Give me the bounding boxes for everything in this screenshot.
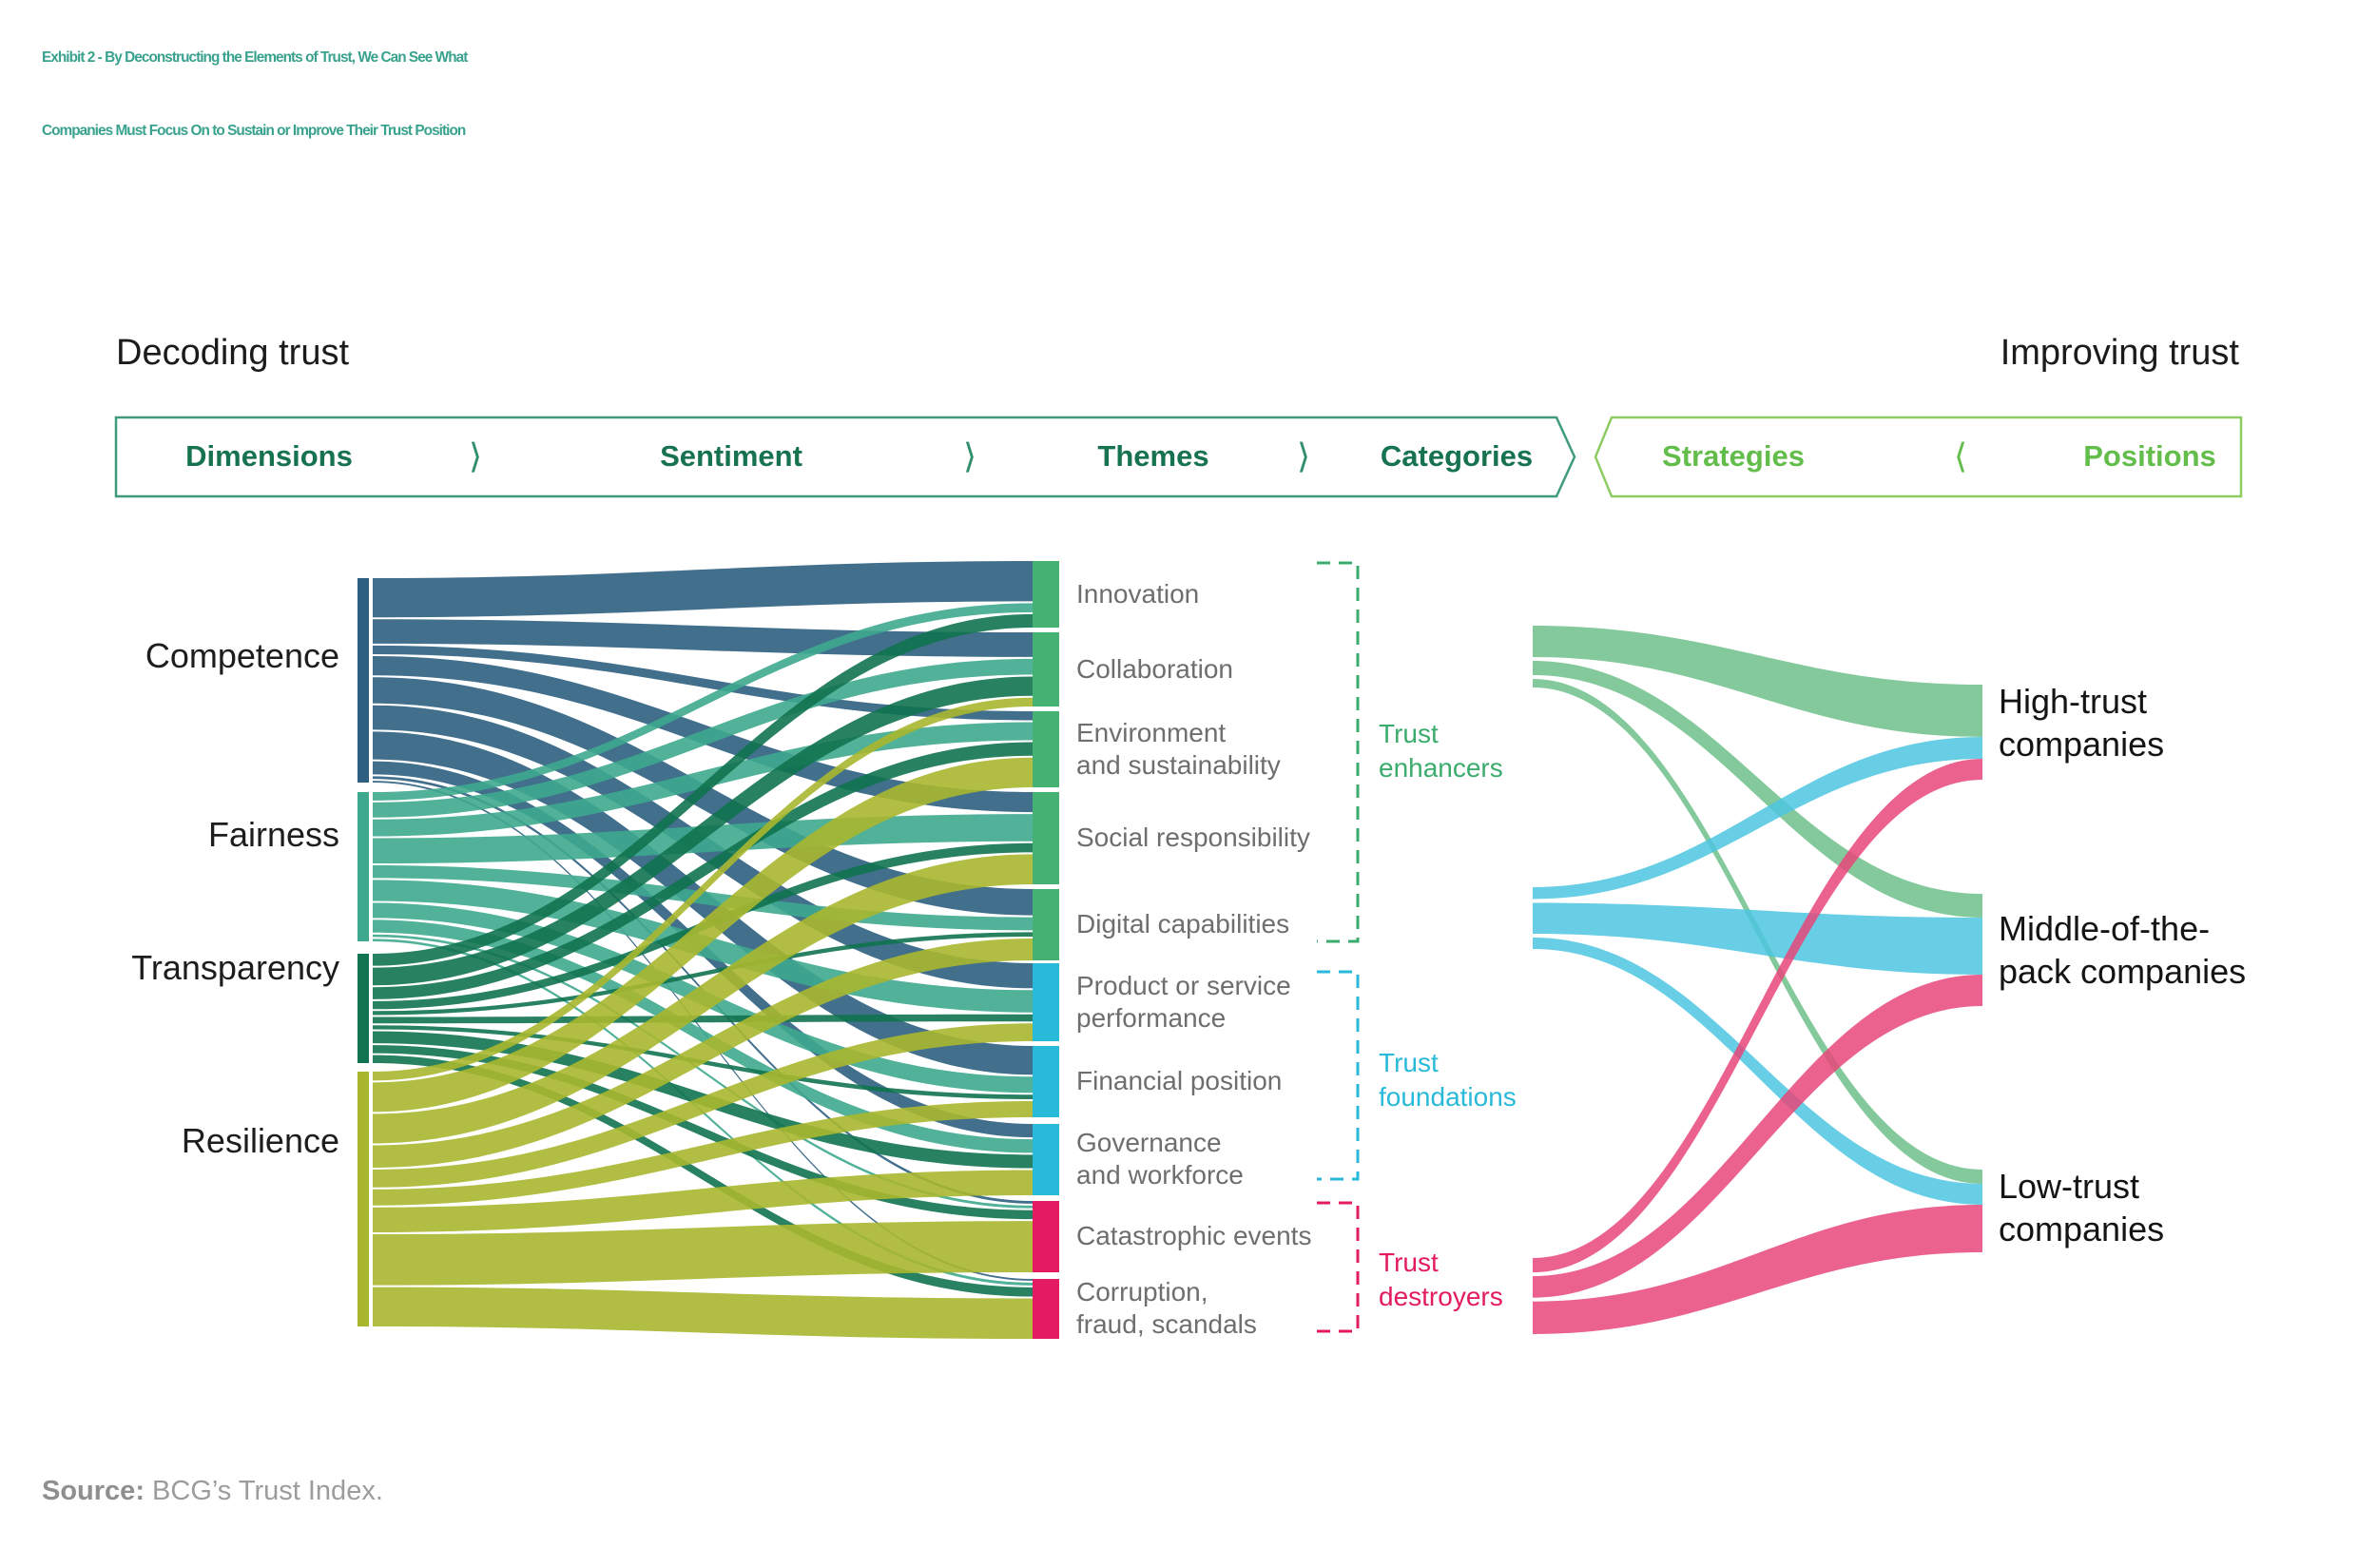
category-label-catastrophic-events: Catastrophic events	[1076, 1221, 1312, 1250]
sankey-flow	[1533, 975, 1982, 1298]
sankey-flow	[373, 658, 1033, 818]
stage-dimensions: Dimensions	[185, 439, 353, 473]
chevron-left-icon: ⟨	[1953, 436, 1968, 475]
decoding-trust-label: Decoding trust	[116, 333, 350, 373]
group-label-trust-enhancers: Trust enhancers	[1379, 719, 1503, 783]
source-note-label: Source:	[42, 1476, 145, 1506]
position-label-low-trust: Low-trust companies	[1999, 1167, 2165, 1249]
sankey-flow	[373, 603, 1033, 801]
stage-categories: Categories	[1380, 439, 1534, 473]
sankey-flow	[373, 1014, 1033, 1024]
chevron-right-icon: ⟩	[468, 436, 483, 475]
group-bracket	[1317, 970, 1360, 1181]
category-label-product-service: Product or service performance	[1076, 971, 1291, 1033]
group-label-trust-foundations: Trust foundations	[1379, 1048, 1517, 1112]
category-label-governance-workforce: Governance and workforce	[1076, 1128, 1244, 1190]
sankey-flow	[373, 697, 1033, 1081]
category-label-collaboration: Collaboration	[1076, 654, 1233, 684]
stage-positions: Positions	[2083, 439, 2216, 473]
sankey-flow	[373, 1023, 1033, 1188]
dimension-label-fairness: Fairness	[207, 815, 339, 854]
category-node	[1033, 561, 1059, 628]
category-node	[1033, 632, 1059, 707]
sankey-flow	[373, 934, 1033, 1209]
category-node	[1033, 711, 1059, 787]
dimension-label-transparency: Transparency	[131, 948, 339, 987]
group-label-trust-destroyers: Trust destroyers	[1379, 1248, 1503, 1311]
improving-trust-label: Improving trust	[2000, 333, 2239, 373]
sankey-flow	[373, 757, 1033, 1113]
dimension-label-resilience: Resilience	[181, 1121, 339, 1160]
sankey-flow	[1533, 938, 1982, 1205]
category-node	[1033, 1046, 1059, 1117]
improving-process-bar	[1594, 416, 2243, 498]
sankey-flow	[373, 619, 1033, 657]
sankey-flow	[373, 1287, 1033, 1339]
sankey-flow	[373, 561, 1033, 618]
sankey-flow	[1533, 626, 1982, 737]
group-bracket	[1317, 561, 1360, 943]
sankey-flow	[1533, 1205, 1982, 1334]
sankey-flow	[373, 613, 1033, 966]
category-node	[1033, 889, 1059, 960]
category-node	[1033, 963, 1059, 1041]
category-label-social-responsibility: Social responsibility	[1076, 823, 1310, 852]
category-label-environment: Environment and sustainability	[1076, 718, 1281, 780]
chevron-right-icon: ⟩	[1296, 436, 1311, 475]
sankey-flow	[1533, 737, 1982, 900]
sankey-flow	[373, 939, 1033, 1168]
sankey-flow	[373, 920, 1033, 1153]
sankey-flow	[373, 854, 1033, 1144]
category-node	[1033, 1279, 1059, 1339]
group-bracket	[1317, 1201, 1360, 1333]
category-label-digital-capabilities: Digital capabilities	[1076, 909, 1290, 939]
sankey-flow	[1533, 902, 1982, 975]
sankey-flow	[373, 1045, 1033, 1220]
sankey-flow	[373, 1221, 1033, 1286]
sankey-flow	[373, 1100, 1033, 1206]
dimension-node-resilience	[358, 1072, 369, 1326]
exhibit-title-line2: Companies Must Focus On to Sustain or Im…	[42, 123, 466, 139]
dimension-node-fairness	[358, 792, 369, 941]
source-note-text: BCG’s Trust Index.	[144, 1476, 383, 1506]
dimension-node-transparency	[358, 954, 369, 1063]
dimension-label-competence: Competence	[145, 636, 339, 675]
stage-strategies: Strategies	[1662, 439, 1805, 473]
dimension-node-competence	[358, 578, 369, 783]
category-label-corruption-fraud: Corruption, fraud, scandals	[1076, 1277, 1257, 1339]
sankey-flow	[373, 1055, 1033, 1297]
category-label-financial-position: Financial position	[1076, 1066, 1283, 1095]
sankey-flow	[373, 645, 1033, 721]
category-label-innovation: Innovation	[1076, 579, 1200, 609]
exhibit-title-line1: Exhibit 2 - By Deconstructing the Elemen…	[42, 49, 468, 66]
sankey-flow	[1533, 661, 1982, 918]
chevron-right-icon: ⟩	[962, 436, 977, 475]
sankey-flow	[373, 932, 1033, 1016]
sankey-flow	[373, 742, 1033, 999]
decoding-process-bar	[114, 416, 1576, 498]
position-label-middle-of-pack: Middle-of-the- pack companies	[1999, 909, 2247, 991]
exhibit-title: Exhibit 2 - By Deconstructing the Elemen…	[42, 21, 468, 167]
source-note: Source: BCG’s Trust Index.	[42, 1476, 383, 1507]
category-node	[1033, 1124, 1059, 1195]
sankey-flow	[1533, 759, 1982, 1273]
sankey-flow	[373, 676, 1033, 986]
stage-sentiment: Sentiment	[660, 439, 802, 473]
category-node	[1033, 1201, 1059, 1272]
category-node	[1033, 792, 1059, 884]
sankey-flow	[373, 1170, 1033, 1233]
stage-themes: Themes	[1097, 439, 1209, 473]
position-label-high-trust: High-trust companies	[1999, 682, 2165, 764]
